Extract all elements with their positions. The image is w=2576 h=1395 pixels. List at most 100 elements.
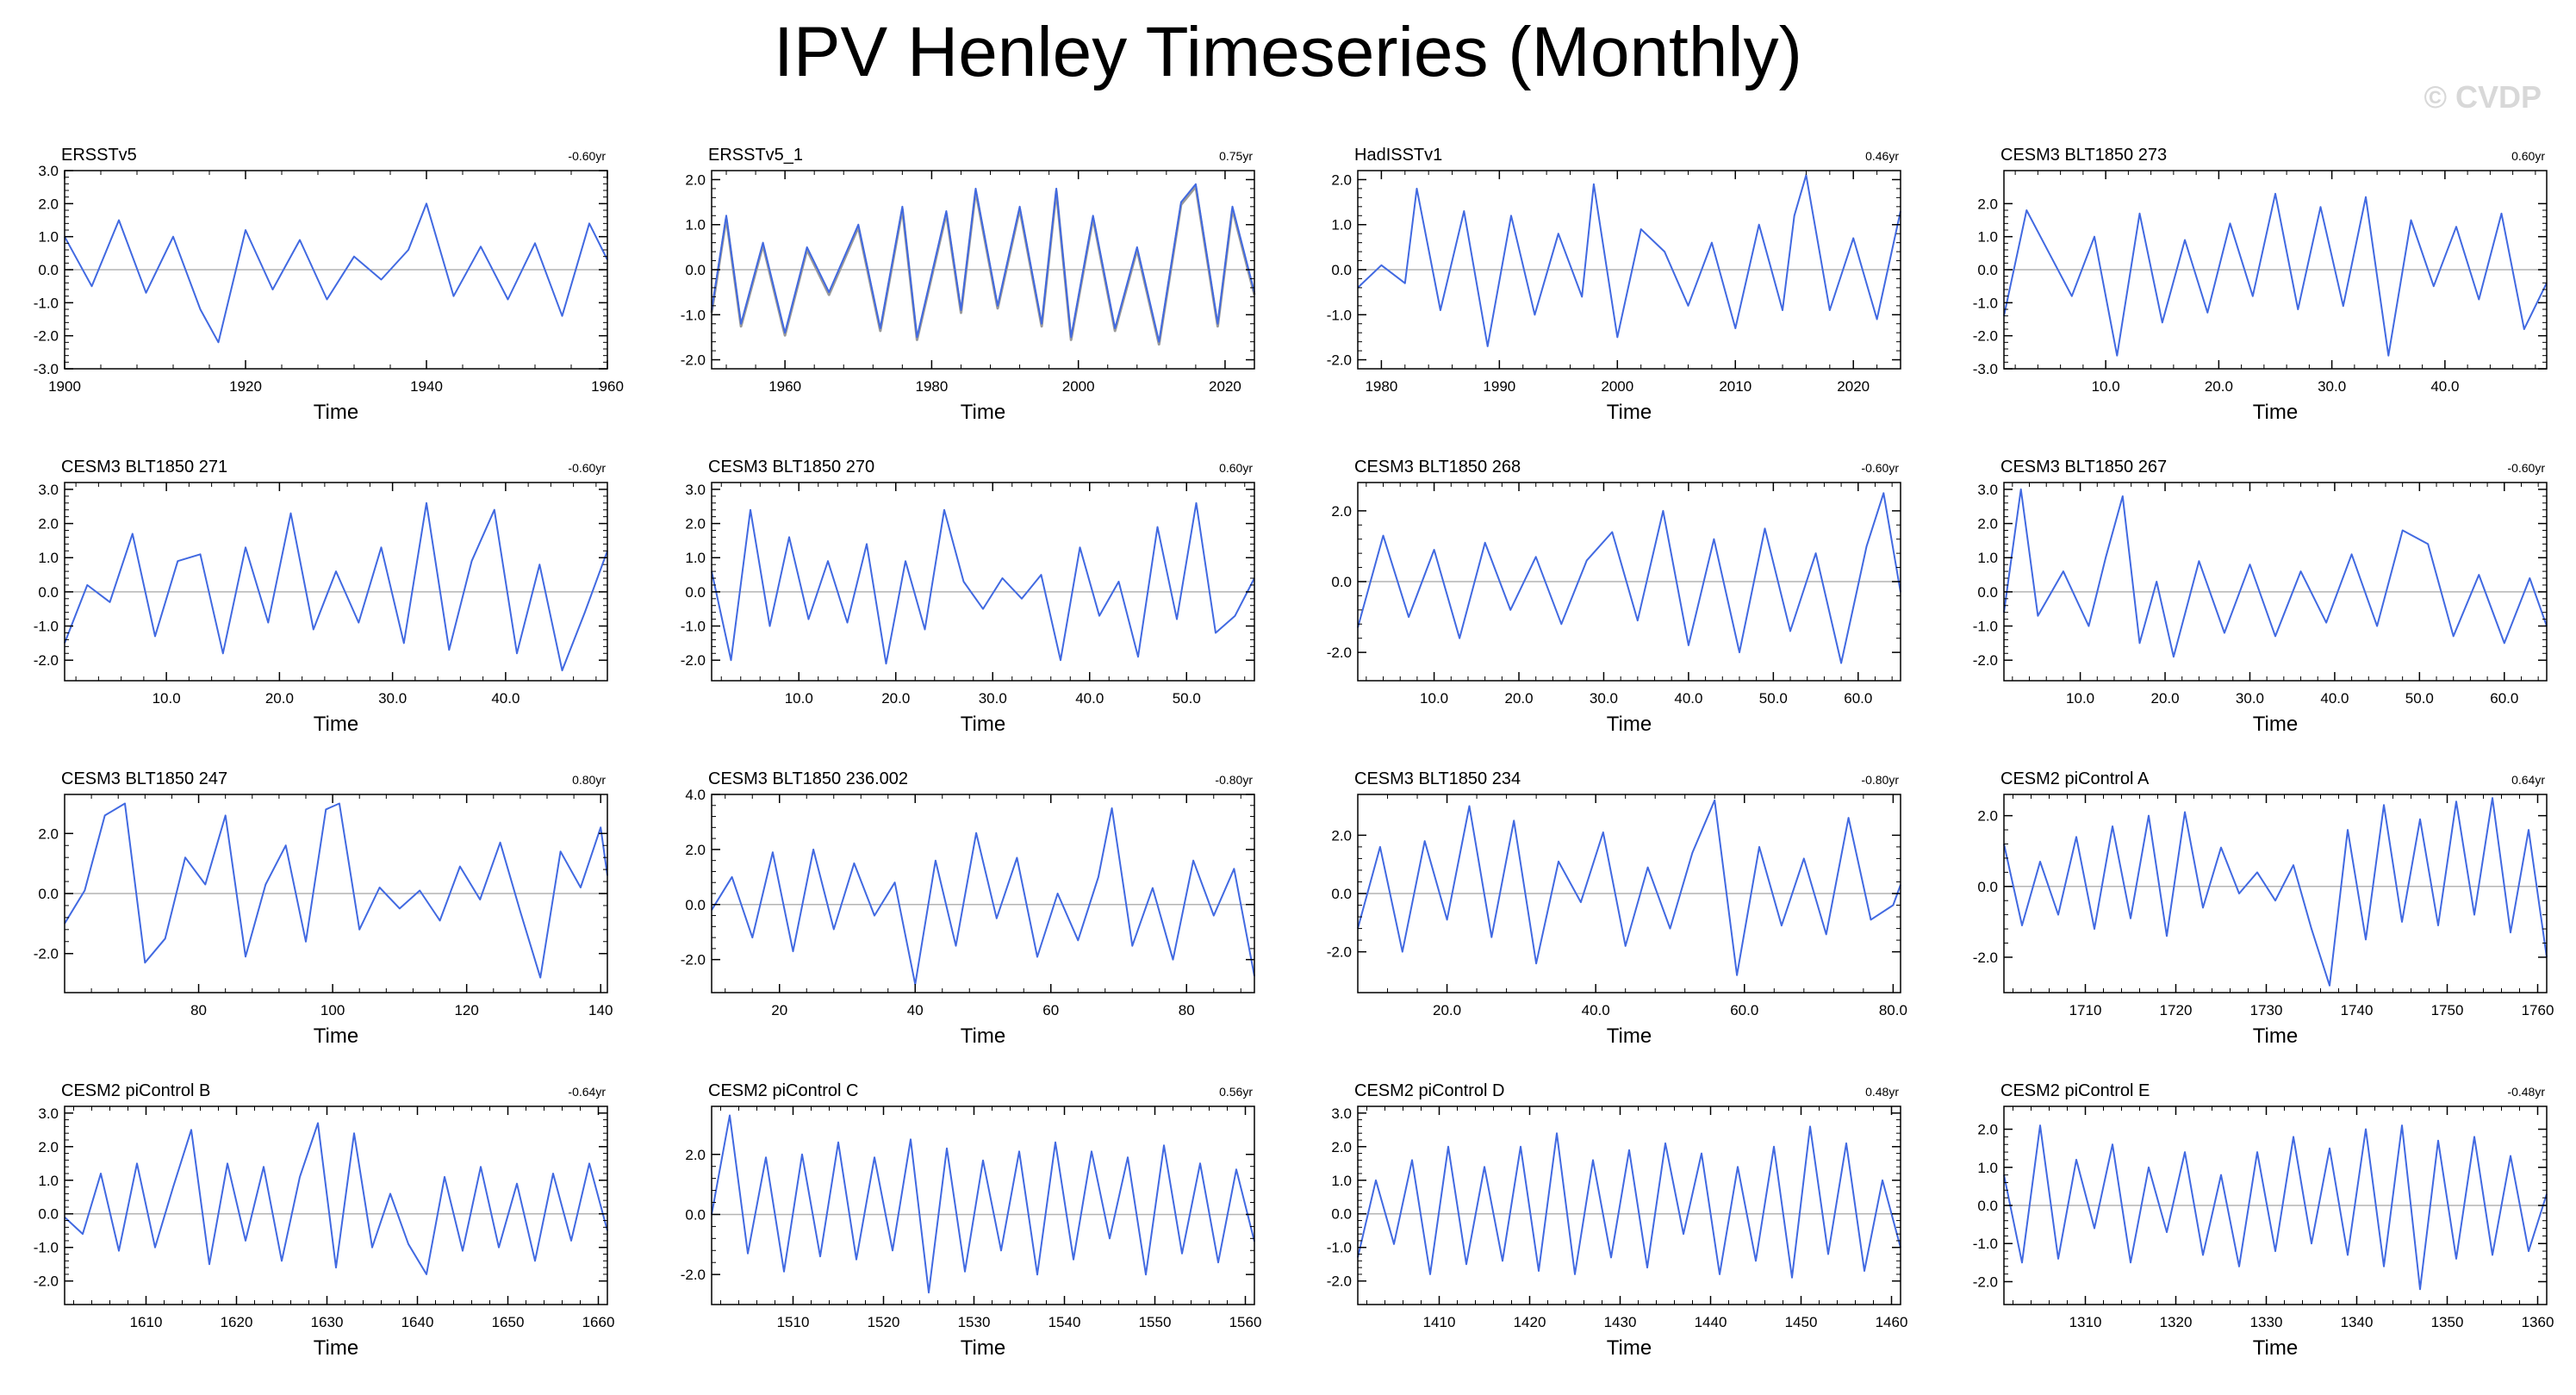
y-tick-label: 2.0 <box>1331 827 1352 844</box>
plot-frame <box>2003 794 2548 993</box>
plot-frame <box>64 482 608 682</box>
x-tick-label: 60.0 <box>1844 690 1872 707</box>
trend-label: -0.60yr <box>568 149 606 163</box>
y-tick-label: 0.0 <box>1331 574 1352 590</box>
data-line <box>711 1114 1255 1294</box>
x-tick-label: 80 <box>190 1002 207 1018</box>
data-line <box>1357 174 1901 347</box>
y-tick-label: 2.0 <box>1331 171 1352 188</box>
y-tick-label: 2.0 <box>685 516 706 532</box>
x-tick-label: 40.0 <box>2320 690 2349 707</box>
x-tick-label: 20.0 <box>1504 690 1533 707</box>
y-tick-label: 2.0 <box>38 825 59 842</box>
x-tick-label: 1540 <box>1048 1314 1081 1330</box>
panel-title: CESM3 BLT1850 236.002 <box>708 769 908 788</box>
x-tick-label: 10.0 <box>2066 690 2094 707</box>
y-tick-label: 0.0 <box>1331 886 1352 902</box>
plot-frame <box>711 1105 1255 1305</box>
x-tick-label: 1940 <box>410 378 443 395</box>
chart-panel: CESM2 piControl E -0.48yr -2.0 -1.0 0.0 1.0 2.… <box>1973 1081 2554 1360</box>
y-tick-label: 2.0 <box>38 516 59 532</box>
x-tick-label: 1740 <box>2341 1002 2374 1018</box>
chart-panel: CESM3 BLT1850 270 0.60yr -2.0 -1.0 0.0 1.0 2.0… <box>681 458 1255 736</box>
y-tick-label: 0.0 <box>685 1206 706 1223</box>
y-tick-label: 1.0 <box>1331 1173 1352 1189</box>
y-tick-label: 1.0 <box>1977 550 1998 566</box>
x-tick-label: 80 <box>1179 1002 1195 1018</box>
x-tick-label: 1330 <box>2250 1314 2283 1330</box>
x-tick-label: 80.0 <box>1879 1002 1907 1018</box>
data-line <box>64 802 608 979</box>
x-tick-label: 1530 <box>958 1314 991 1330</box>
trend-label: -0.60yr <box>1861 461 1899 475</box>
y-tick-label: 2.0 <box>38 1139 59 1155</box>
y-tick-label: 0.0 <box>1977 879 1998 895</box>
y-tick-label: 2.0 <box>685 171 706 188</box>
x-tick-label: 1760 <box>2522 1002 2554 1018</box>
y-tick-label: 1.0 <box>685 550 706 566</box>
panel-title: CESM3 BLT1850 267 <box>2000 458 2167 476</box>
data-line <box>711 807 1255 986</box>
x-tick-label: 1560 <box>1229 1314 1262 1330</box>
y-tick-label: 0.0 <box>38 262 59 278</box>
y-tick-label: 3.0 <box>1977 482 1998 498</box>
y-tick-label: 2.0 <box>685 1147 706 1163</box>
x-tick-label: 100 <box>320 1002 345 1018</box>
data-line <box>1357 799 1901 976</box>
data-line <box>64 501 608 672</box>
y-tick-label: -2.0 <box>1973 1274 1998 1290</box>
x-tick-label: 1980 <box>1365 378 1397 395</box>
x-tick-label: 1980 <box>915 378 948 395</box>
x-tick-label: 2020 <box>1209 378 1241 395</box>
x-tick-label: 40.0 <box>1674 690 1702 707</box>
y-tick-label: 0.0 <box>38 886 59 902</box>
x-tick-label: 1960 <box>591 378 624 395</box>
panel-title: HadISSTv1 <box>1354 146 1442 165</box>
x-tick-label: 2020 <box>1837 378 1870 395</box>
chart-panel: CESM3 BLT1850 271 -0.60yr -2.0 -1.0 0.0 1.0 2.… <box>34 458 608 736</box>
y-tick-label: 2.0 <box>1331 503 1352 520</box>
x-tick-label: 20.0 <box>1433 1002 1461 1018</box>
x-tick-label: 1900 <box>48 378 81 395</box>
panel-title: CESM3 BLT1850 268 <box>1354 458 1521 476</box>
chart-panel: CESM3 BLT1850 267 -0.60yr -2.0 -1.0 0.0 1.0 2.… <box>1973 458 2548 736</box>
y-tick-label: 3.0 <box>38 163 59 179</box>
y-tick-label: 0.0 <box>1331 262 1352 278</box>
x-axis-label: Time <box>961 713 1005 736</box>
y-tick-label: 3.0 <box>38 1105 59 1122</box>
x-tick-label: 1630 <box>311 1314 344 1330</box>
data-line <box>2003 192 2548 357</box>
y-tick-label: 0.0 <box>38 584 59 601</box>
x-tick-label: 1360 <box>2522 1314 2554 1330</box>
y-tick-label: -2.0 <box>1973 328 1998 345</box>
x-axis-label: Time <box>1607 713 1652 736</box>
y-tick-label: 1.0 <box>1331 217 1352 234</box>
x-tick-label: 10.0 <box>1420 690 1448 707</box>
chart-panel: CESM2 piControl A 0.64yr -2.0 0.0 2.0 1710 172… <box>1973 769 2554 1048</box>
y-tick-label: -1.0 <box>1973 619 1998 635</box>
x-tick-label: 30.0 <box>2318 378 2346 395</box>
x-tick-label: 1960 <box>768 378 801 395</box>
trend-label: 0.64yr <box>2511 773 2545 787</box>
x-axis-label: Time <box>1607 1024 1652 1048</box>
x-tick-label: 50.0 <box>2405 690 2434 707</box>
watermark: © CVDP <box>2424 79 2542 115</box>
panel-title: CESM3 BLT1850 247 <box>61 769 227 788</box>
x-axis-label: Time <box>2253 1336 2298 1360</box>
panel-title: CESM3 BLT1850 234 <box>1354 769 1521 788</box>
page-title: IPV Henley Timeseries (Monthly) <box>774 13 1802 91</box>
x-tick-label: 30.0 <box>2236 690 2264 707</box>
x-tick-label: 1440 <box>1695 1314 1727 1330</box>
data-line <box>2003 1124 2548 1291</box>
x-tick-label: 140 <box>588 1002 613 1018</box>
x-axis-label: Time <box>1607 1336 1652 1360</box>
y-tick-label: -2.0 <box>681 1267 706 1283</box>
y-tick-label: -1.0 <box>1327 307 1352 323</box>
x-tick-label: 1320 <box>2160 1314 2193 1330</box>
trend-label: -0.60yr <box>568 461 606 475</box>
data-line <box>64 202 608 344</box>
y-tick-label: 4.0 <box>685 787 706 803</box>
y-tick-label: -2.0 <box>34 946 59 962</box>
trend-label: 0.48yr <box>1865 1085 1899 1099</box>
y-tick-label: -2.0 <box>681 352 706 369</box>
